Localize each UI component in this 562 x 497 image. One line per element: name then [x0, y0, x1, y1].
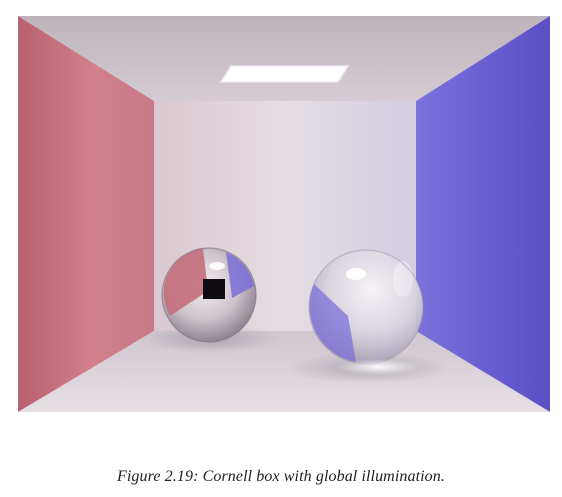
cornell-box-image [18, 16, 550, 412]
ceiling [18, 16, 550, 101]
caustic-highlight [336, 359, 420, 375]
left-wall [18, 16, 154, 412]
floor [18, 331, 550, 412]
glass-sphere [308, 249, 424, 365]
mirror-sphere [161, 247, 257, 343]
ceiling-light [221, 66, 348, 82]
figure-container [18, 16, 550, 412]
figure-caption: Figure 2.19: Cornell box with global ill… [117, 468, 445, 485]
right-wall [416, 16, 550, 412]
